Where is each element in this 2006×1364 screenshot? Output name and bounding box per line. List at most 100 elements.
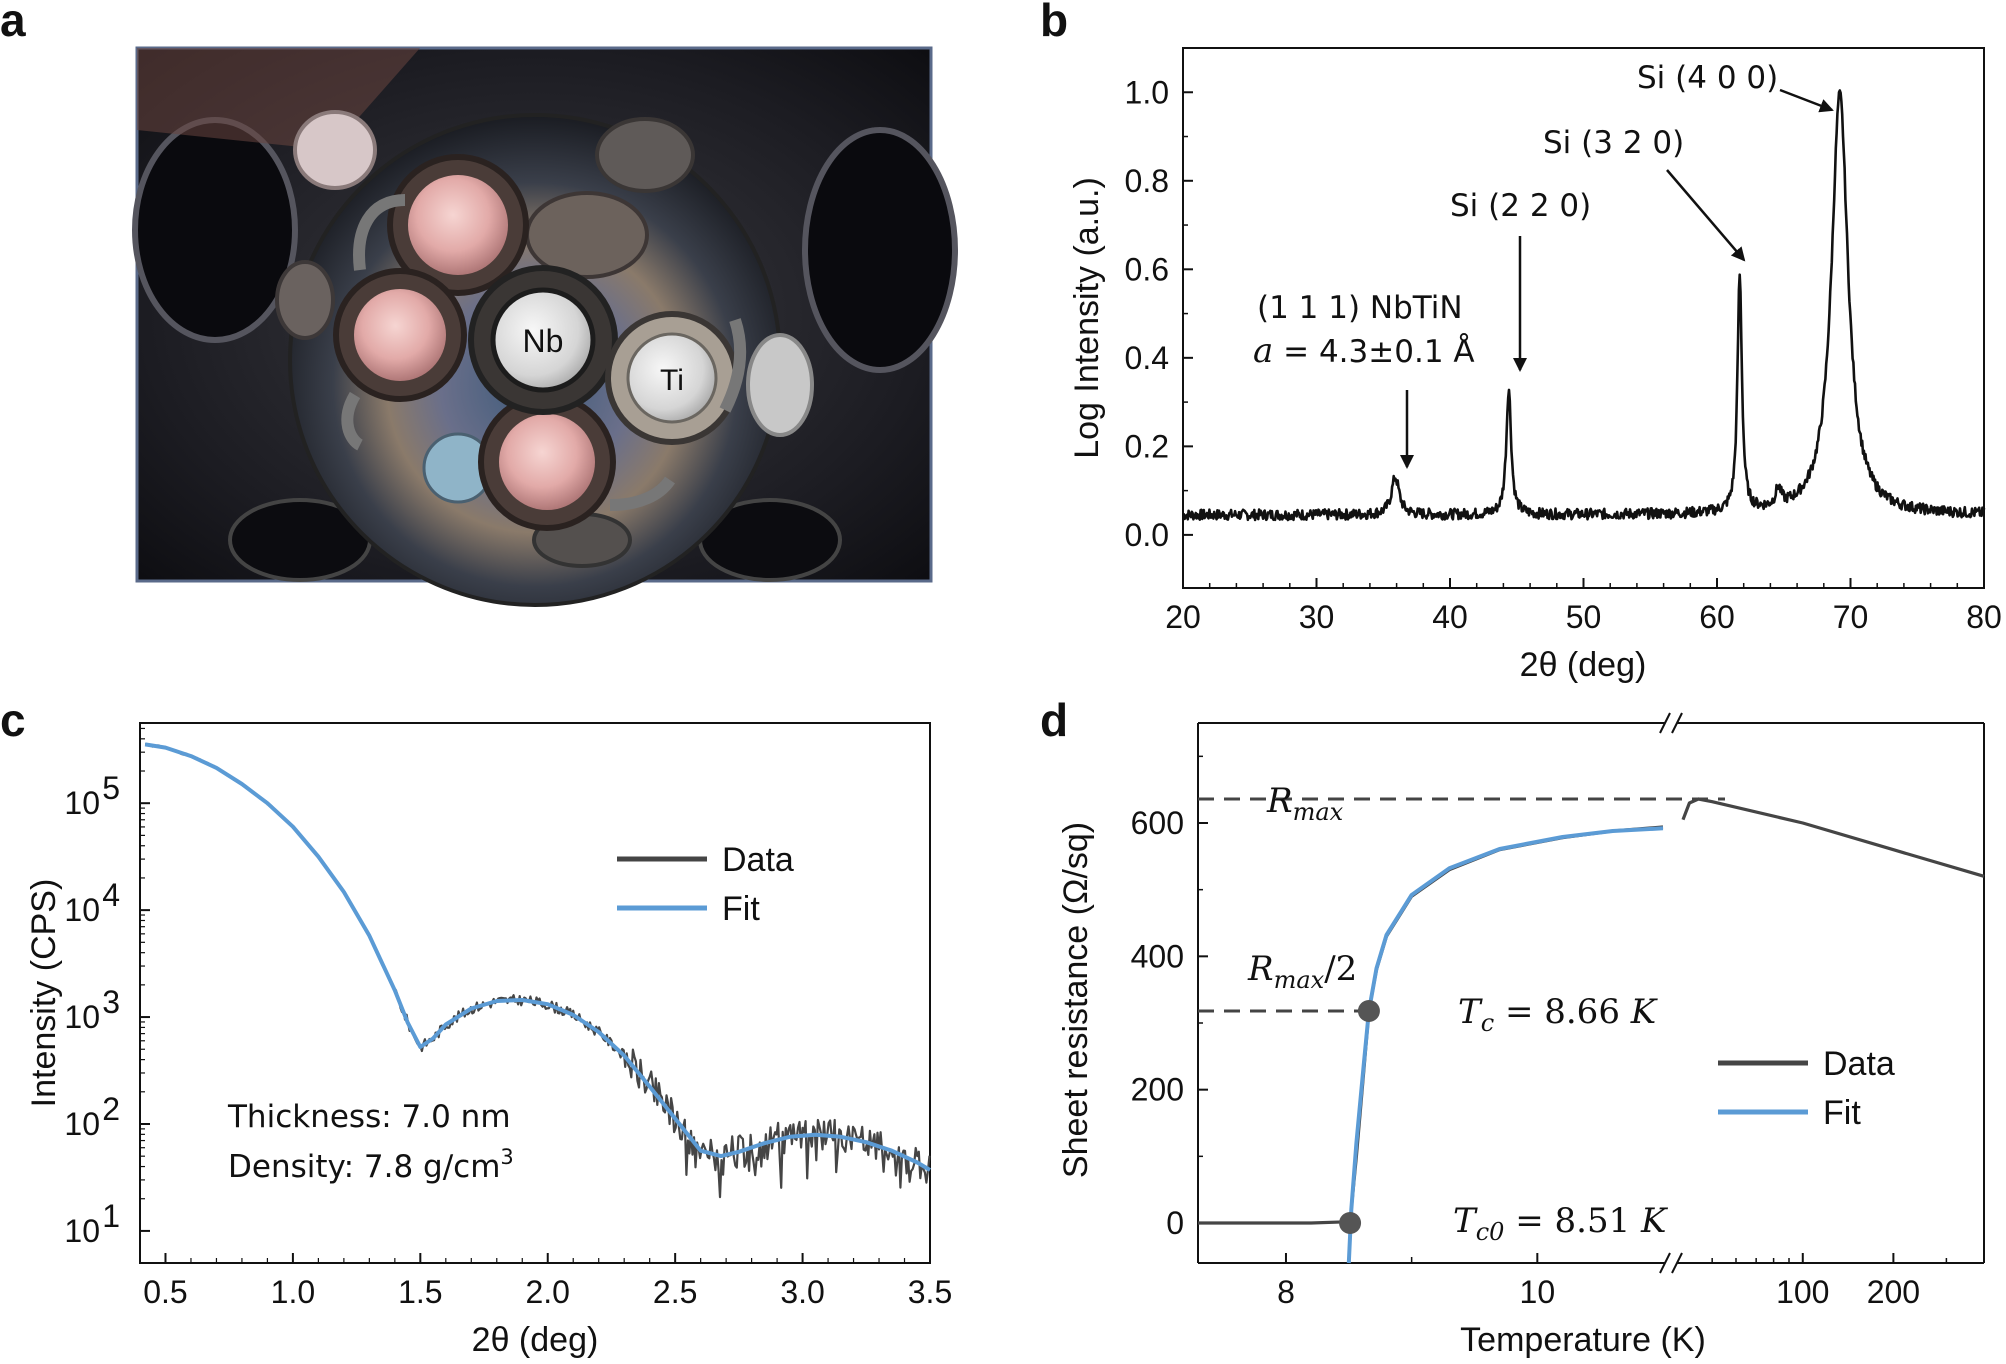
density-text: Density: 7.8 g/cm [228, 1149, 500, 1185]
x-tick-label: 1.0 [271, 1274, 315, 1310]
tc-marker [1357, 1000, 1380, 1022]
y-tick-label: 10 [64, 785, 100, 821]
x-tick-label: 8 [1277, 1274, 1295, 1310]
y-axis-label-c: Intensity (CPS) [25, 879, 63, 1108]
y-tick-label: 200 [1131, 1072, 1184, 1108]
fit-series-line [1346, 826, 1664, 1264]
tc-symbol: T [1458, 992, 1483, 1032]
x-tick-label: 50 [1566, 599, 1602, 635]
x-tick-label: 60 [1699, 599, 1735, 635]
x-tick-label: 2.0 [525, 1274, 569, 1310]
x-axis-label-c: 2θ (deg) [472, 1321, 599, 1359]
annotation-lattice: a = 4.3±0.1 Å [1253, 331, 1475, 371]
panel-b: b 20 30 40 50 60 70 80 0.0 0.2 0.4 0.6 0.8 1.0 2θ (… [1040, 0, 2002, 684]
y-tick-exponent: 1 [102, 1198, 120, 1234]
annotation-si320: Si (3 2 0) [1543, 125, 1684, 161]
legend-label-data: Data [722, 841, 794, 879]
tc0-symbol: T [1453, 1201, 1478, 1241]
annotation-nbtin: (1 1 1) NbTiN [1257, 290, 1463, 326]
x-tick-label: 10 [1520, 1274, 1556, 1310]
panel-a: a [0, 0, 958, 607]
plot-frame-d [1197, 712, 1985, 1274]
rmax-half-symbol: R [1247, 949, 1274, 989]
target-label-nb: Nb [523, 323, 564, 359]
legend-c: Data Fit [617, 841, 794, 928]
tc-subscript: c [1481, 1009, 1494, 1037]
lattice-symbol: a [1253, 331, 1273, 371]
y-tick-exponent: 4 [102, 877, 120, 913]
tc-label: Tc = 8.66 K [1458, 992, 1659, 1037]
y-tick-label: 600 [1131, 805, 1184, 841]
tc0-unit: K [1640, 1201, 1669, 1241]
x-axis-label-b: 2θ (deg) [1520, 646, 1647, 684]
panel-b-label: b [1040, 0, 1068, 46]
annotation-si400: Si (4 0 0) [1637, 60, 1778, 96]
axis-break-mark [1659, 1252, 1671, 1274]
x-tick-label: 20 [1165, 599, 1201, 635]
tc-value: = 8.66 [1494, 992, 1631, 1032]
y-tick-label: 10 [64, 1213, 100, 1249]
y-tick-label: 10 [64, 999, 100, 1035]
lattice-value: = 4.3±0.1 Å [1273, 334, 1474, 370]
legend-label-fit: Fit [722, 890, 760, 928]
xrd-series-line [1182, 89, 1986, 522]
rmax-symbol: R [1266, 781, 1293, 821]
y-tick-label: 1.0 [1125, 74, 1169, 110]
y-tick-label: 0.6 [1125, 251, 1169, 287]
rmax-half-label: Rmax/2 [1247, 949, 1357, 994]
tc0-subscript: c0 [1476, 1218, 1505, 1246]
y-axis-label-b: Log Intensity (a.u.) [1068, 177, 1106, 459]
annotation-si220: Si (2 2 0) [1450, 188, 1591, 224]
axis-break-mark [1659, 712, 1671, 734]
y-tick-label: 10 [64, 1106, 100, 1142]
rmax-half-subscript: max [1274, 966, 1325, 994]
y-tick-label: 10 [64, 892, 100, 928]
thickness-note: Thickness: 7.0 nm [227, 1099, 511, 1135]
y-tick-label: 0.0 [1125, 517, 1169, 553]
rmax-label: Rmax [1266, 781, 1344, 826]
x-tick-label: 100 [1776, 1274, 1829, 1310]
panel-a-label: a [0, 0, 26, 46]
fit-series-line [144, 742, 932, 1172]
x-tick-label: 2.5 [653, 1274, 697, 1310]
x-tick-label: 70 [1833, 599, 1869, 635]
target-gun [387, 154, 529, 296]
tc0-label: Tc0 = 8.51 K [1453, 1201, 1669, 1246]
x-tick-label: 40 [1432, 599, 1468, 635]
tc-unit: K [1630, 992, 1659, 1032]
x-tick-label: 0.5 [143, 1274, 187, 1310]
panel-c-label: c [0, 694, 26, 746]
plot-frame-c [139, 722, 931, 1264]
x-tick-label: 80 [1966, 599, 2002, 635]
x-tick-label: 30 [1299, 599, 1335, 635]
legend-label-data: Data [1823, 1045, 1895, 1083]
y-tick-exponent: 2 [102, 1091, 120, 1127]
panel-d: d 8 10 100 200 0 200 400 600 Temperature (K) S… [1040, 694, 1985, 1359]
density-note: Density: 7.8 g/cm3 [228, 1145, 514, 1185]
rmax-half-tail: /2 [1324, 949, 1357, 989]
arrow-si400 [1779, 88, 1834, 113]
rmax-subscript: max [1293, 798, 1344, 826]
target-label-ti: Ti [660, 364, 684, 397]
y-tick-label: 400 [1131, 938, 1184, 974]
tc0-marker [1339, 1212, 1362, 1234]
target-gun [478, 393, 616, 531]
data-series-line-high [1681, 797, 1985, 878]
y-axis-label-d: Sheet resistance (Ω/sq) [1057, 822, 1095, 1178]
arrow-si320 [1666, 169, 1746, 262]
tc0-value: = 8.51 [1504, 1201, 1641, 1241]
y-tick-label: 0.2 [1125, 428, 1169, 464]
y-tick-exponent: 5 [102, 770, 120, 806]
y-tick-label: 0.4 [1125, 340, 1169, 376]
target-gun-ti: Ti [605, 311, 739, 445]
y-tick-label: 0 [1166, 1205, 1184, 1241]
target-gun-nb: Nb [468, 265, 618, 415]
density-superscript: 3 [500, 1145, 513, 1169]
y-tick-exponent: 3 [102, 984, 120, 1020]
x-tick-label: 200 [1867, 1274, 1920, 1310]
target-gun [333, 268, 467, 402]
x-tick-label: 1.5 [398, 1274, 442, 1310]
y-tick-label: 0.8 [1125, 163, 1169, 199]
